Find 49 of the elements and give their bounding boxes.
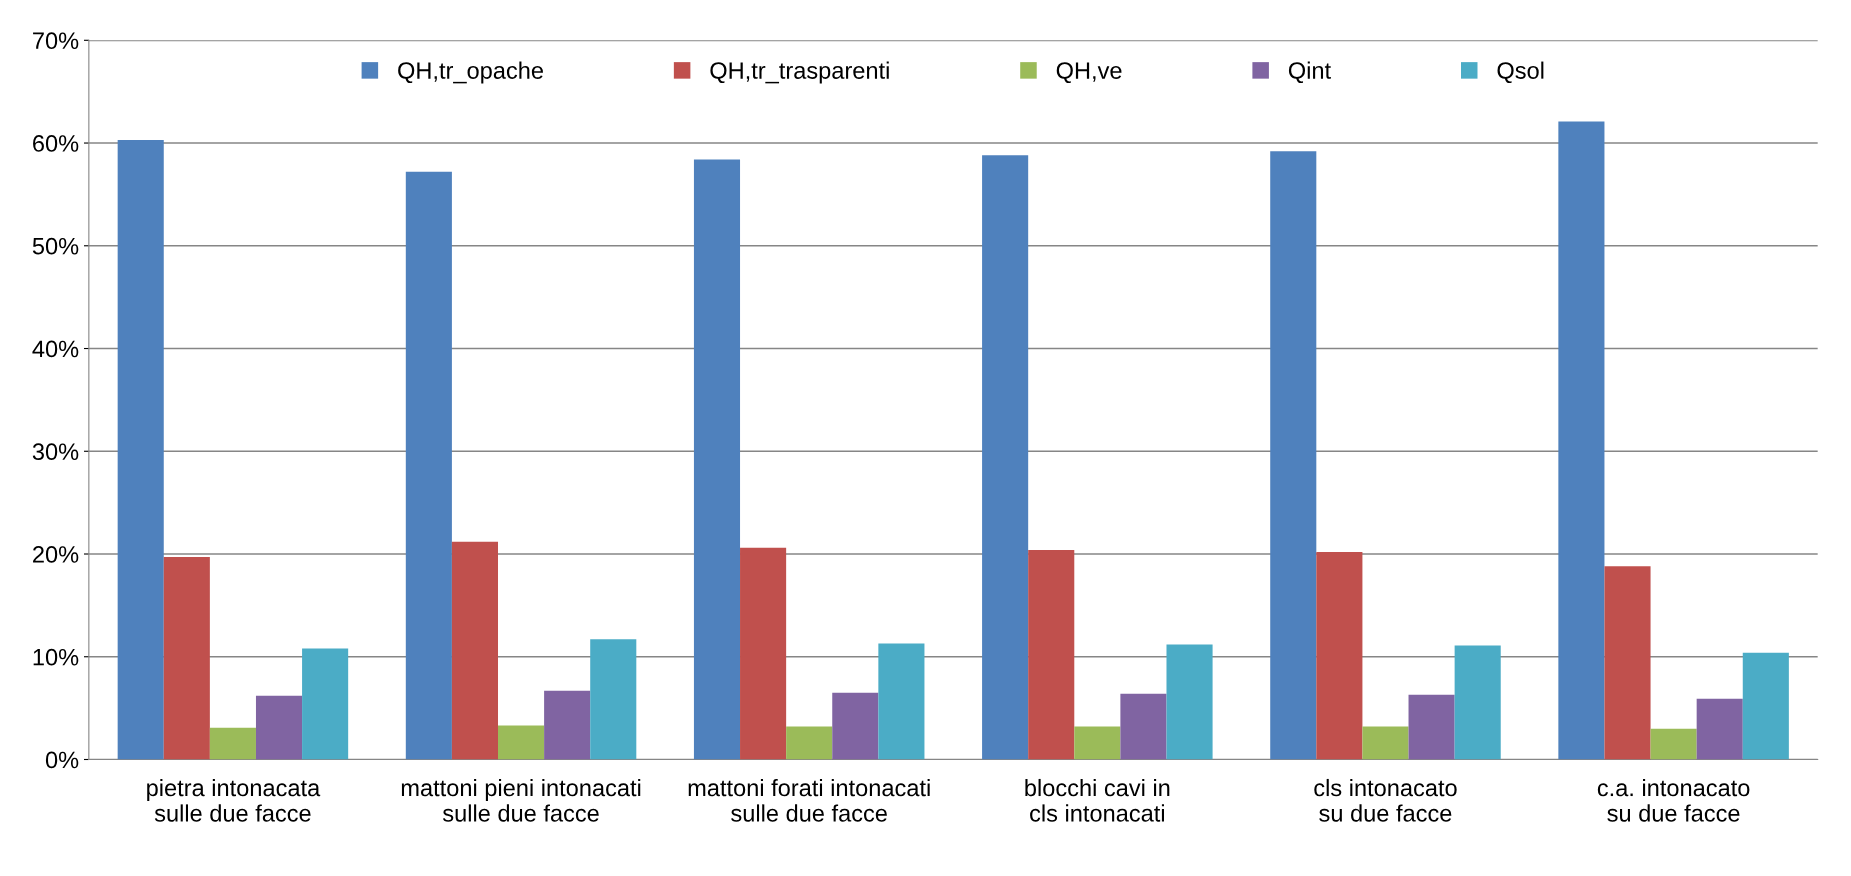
bar [451, 541, 499, 760]
bar [1696, 698, 1743, 760]
y-tick-label: 50% [32, 237, 79, 255]
y-tick-label: 70% [33, 32, 79, 50]
legend-label: Qint [1288, 61, 1331, 84]
bar [1604, 566, 1651, 760]
bar [544, 690, 591, 760]
bar [590, 639, 637, 760]
legend-label: QH,tr_opache [398, 61, 543, 84]
bar [878, 643, 925, 760]
bar [1316, 551, 1363, 760]
bar [117, 139, 164, 760]
bar [1742, 652, 1789, 760]
y-tick-label: 60% [33, 135, 79, 152]
legend-label: QH,tr_trasparenti [710, 61, 889, 84]
bar [1074, 726, 1121, 760]
y-tick-label: 40% [32, 340, 79, 358]
bar [1650, 728, 1697, 760]
bar [1166, 644, 1213, 760]
bar [1558, 121, 1605, 760]
bar [302, 648, 349, 760]
bar [163, 557, 210, 760]
bar [209, 727, 256, 760]
y-tick-label: 10% [33, 648, 79, 666]
bar [1362, 726, 1409, 760]
bar [982, 155, 1029, 760]
bar [498, 725, 545, 760]
y-tick-label: 20% [33, 546, 79, 563]
y-tick-label: 0% [45, 751, 79, 769]
legend-label: QH,ve [1056, 62, 1122, 84]
bar [1028, 549, 1075, 760]
bar [786, 726, 833, 760]
bar [1454, 645, 1501, 760]
legend-label: Qsol [1497, 61, 1544, 84]
bar [1270, 151, 1317, 760]
bar [405, 171, 452, 760]
x-tick-label: mattoni forati intonacati sulle due facce [688, 778, 930, 822]
x-tick-label: c.a. intonacato su due facce [1597, 778, 1750, 822]
x-tick-label: blocchi cavi in cls intonacati [1025, 778, 1170, 822]
bar [255, 695, 303, 760]
x-tick-label: mattoni pieni intonacati sulle due facce [401, 778, 641, 822]
bar [1120, 693, 1167, 760]
x-tick-label: pietra intonacata sulle due facce [147, 778, 321, 822]
bar [832, 692, 879, 760]
bar [1408, 694, 1455, 760]
bar [740, 547, 787, 760]
y-tick-label: 30% [32, 443, 79, 461]
x-tick-label: cls intonacato su due facce [1314, 778, 1457, 822]
bar [693, 159, 741, 760]
